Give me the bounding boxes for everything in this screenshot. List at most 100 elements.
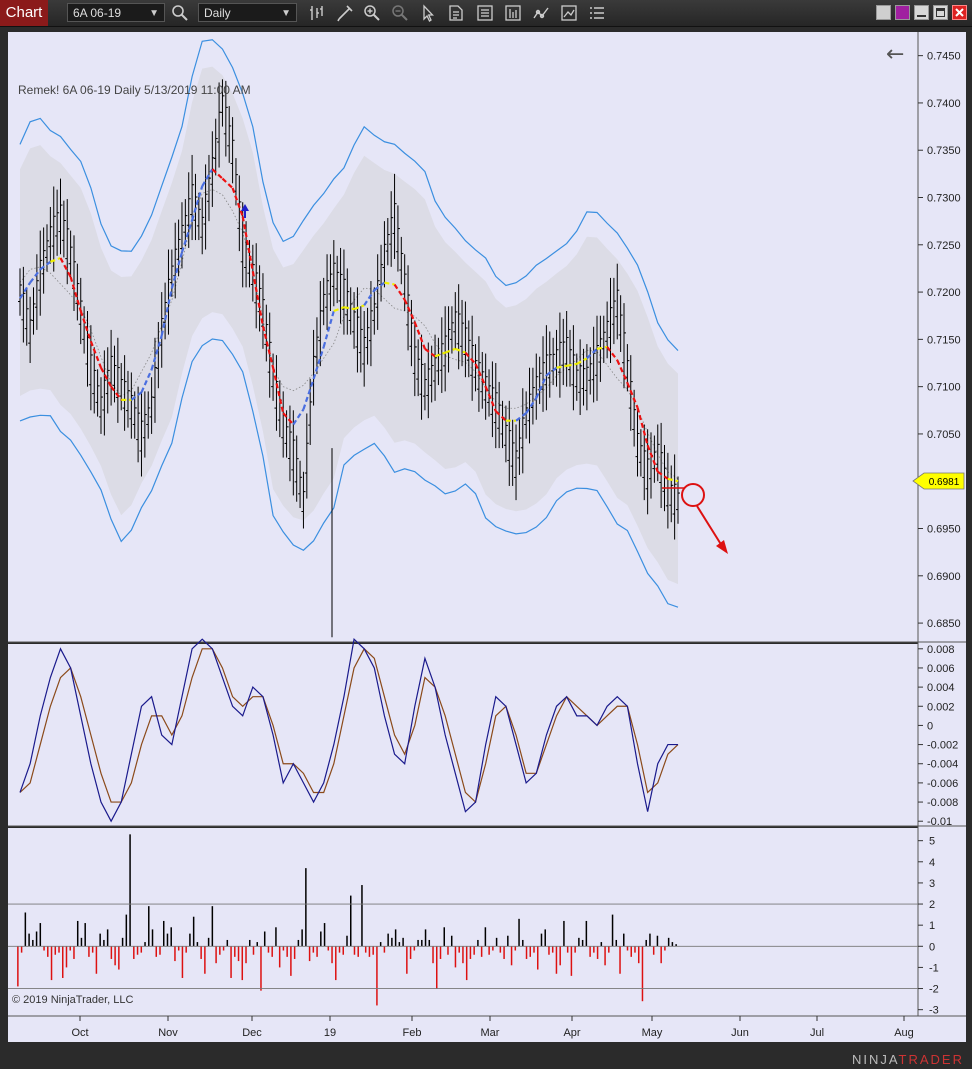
price-tick-label: 0.7100 [927,382,961,394]
price-bar [163,282,168,340]
price-bar [578,339,583,416]
price-bar [574,353,579,401]
trend-segment [556,364,567,369]
price-bar [581,348,586,406]
price-bar [24,288,29,346]
instrument-selector[interactable]: 6A 06-19 ▼ [67,3,165,22]
price-bar [372,287,377,335]
price-bar [92,347,97,414]
trend-segment [596,345,608,350]
histogram-panel[interactable] [8,828,918,1016]
close-icon[interactable] [952,5,967,20]
price-bar [392,173,397,259]
zoom-out-icon[interactable] [391,4,409,22]
price-bar [517,418,522,475]
osc-tick-label: -0.002 [927,740,958,752]
minimize-icon[interactable] [914,5,929,20]
price-bar [179,202,184,269]
price-tick-label: 0.7300 [927,193,961,205]
trend-segment [140,369,153,393]
trend-segment [79,310,92,342]
data-box-icon[interactable] [447,4,465,22]
price-bar [676,476,680,524]
price-tick-label: 0.7450 [927,51,961,63]
color-swatch-gray[interactable] [876,5,891,20]
price-tick-label: 0.7350 [927,145,961,157]
price-bar [399,236,404,285]
price-bar [449,306,454,354]
indicators-icon[interactable] [532,4,550,22]
price-bar [88,325,93,411]
price-bar [460,299,465,367]
interval-selector[interactable]: Daily ▼ [198,3,297,22]
price-bar [348,287,353,335]
price-bar [183,199,188,247]
osc-tick-label: 0.002 [927,701,955,713]
price-bar [115,337,120,423]
properties-icon[interactable] [476,4,494,22]
band-fill [20,66,678,585]
price-bar [264,304,269,362]
price-bar [284,410,289,458]
price-bar [58,178,63,255]
trend-segment [403,299,416,323]
price-bar [611,277,616,345]
price-bar [227,106,232,163]
search-icon[interactable] [171,4,189,22]
month-label: Dec [242,1027,262,1039]
trade-annotation [662,483,728,554]
zoom-in-icon[interactable] [363,4,381,22]
trend-segment [424,347,436,358]
price-bar [345,268,350,335]
price-bar [635,410,640,477]
last-price-badge: 0.6981 [912,472,965,490]
chart-canvas[interactable]: 0.7450 0.7400 0.7350 0.7300 0.7250 0.7200 0.71… [0,26,972,1069]
trend-segment [29,268,42,284]
price-bar [95,369,100,417]
maximize-icon[interactable] [933,5,948,20]
price-bar [453,292,458,349]
price-bar [638,429,643,477]
pointer-icon[interactable] [419,4,437,22]
screenshot-icon[interactable] [560,4,578,22]
logo-trader: TRADER [898,1052,964,1067]
price-bar [287,405,292,482]
hist-tick-label: 0 [929,941,935,953]
price-bar [254,243,259,329]
price-bar [51,186,56,272]
price-bar [389,191,394,267]
price-bar [102,350,107,436]
bar-type-icon[interactable] [308,4,326,22]
strategies-icon[interactable] [504,4,522,22]
price-bar [645,429,650,515]
price-bar [466,320,471,378]
price-bar [568,329,573,387]
month-label: Oct [71,1027,88,1039]
chart-toolbar: Chart 6A 06-19 ▼ Daily ▼ [0,0,972,27]
trend-segment [292,408,305,426]
price-bar [260,273,265,349]
trend-segment [89,340,103,369]
price-bar [557,312,562,398]
trend-segment [100,367,113,388]
price-bar [659,422,664,509]
price-bar [416,339,421,397]
list-icon[interactable] [588,4,606,22]
color-swatch-purple[interactable] [895,5,910,20]
price-bar [75,263,80,321]
price-bar [426,342,431,419]
price-bar [463,301,468,378]
chart-tab[interactable]: Chart [0,0,48,26]
price-bar [487,369,492,417]
trend-segment [180,219,194,253]
drawing-tool-icon[interactable] [336,4,354,22]
oscillator-panel[interactable] [8,644,918,826]
logo-ninja: NINJA [851,1052,899,1067]
price-bar [31,287,36,335]
osc-tick-label: 0.004 [927,682,955,694]
value-axis[interactable] [918,32,966,1016]
price-tick-label: 0.7200 [927,287,961,299]
price-bar [618,295,623,352]
back-arrow-icon[interactable]: ← [886,42,904,67]
interval-value: Daily [204,6,231,20]
